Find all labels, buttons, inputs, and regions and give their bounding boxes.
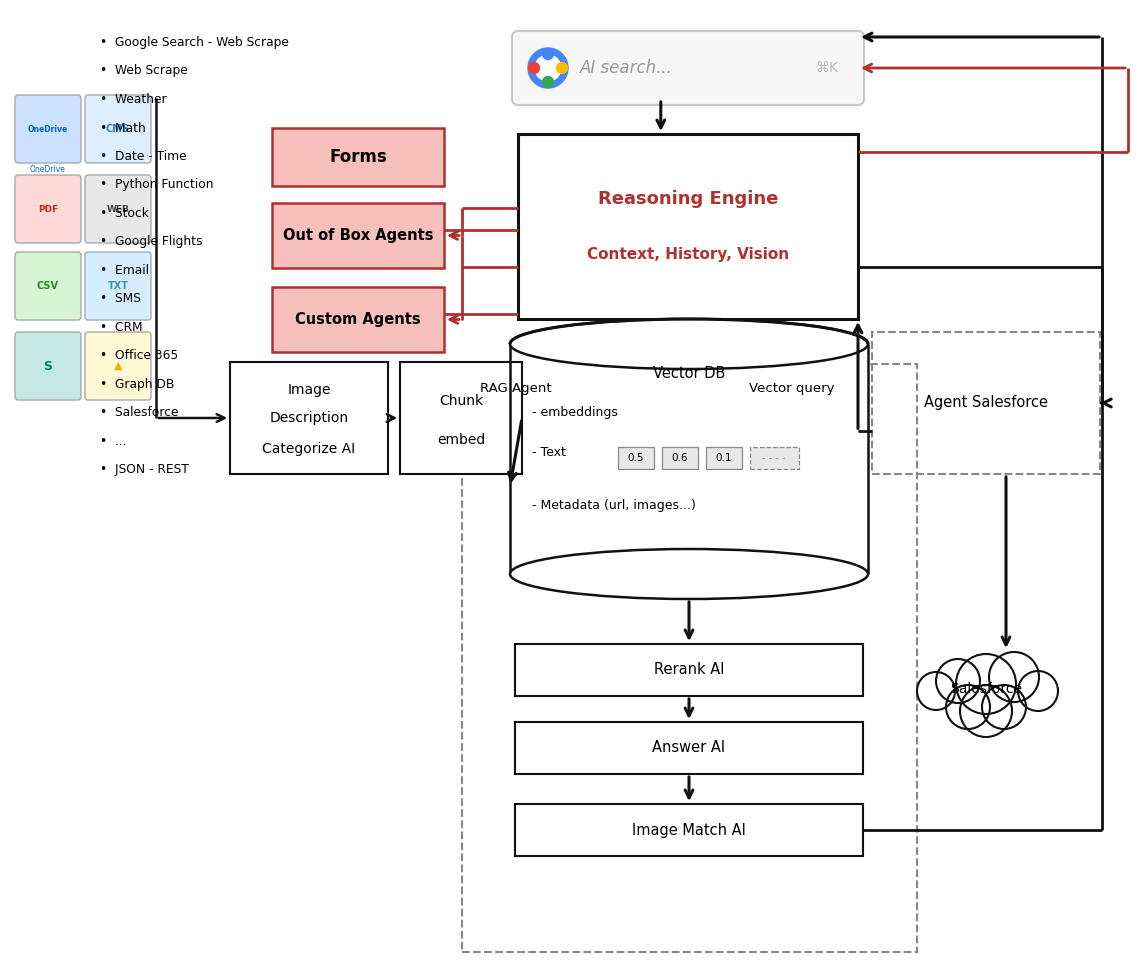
Circle shape: [528, 48, 568, 88]
Text: Context, History, Vision: Context, History, Vision: [587, 246, 789, 262]
Bar: [400, 362, 522, 474]
Text: 0.5: 0.5: [628, 453, 644, 463]
Text: •  Python Function: • Python Function: [100, 178, 214, 192]
Text: Rerank AI: Rerank AI: [653, 662, 724, 678]
Text: ▲: ▲: [114, 361, 122, 371]
Circle shape: [960, 685, 1013, 737]
Circle shape: [936, 659, 980, 703]
Text: ⌘K: ⌘K: [815, 61, 838, 75]
Circle shape: [535, 55, 561, 81]
Text: •  Date - Time: • Date - Time: [100, 150, 187, 163]
Text: Salesforce: Salesforce: [951, 682, 1022, 696]
Text: Forms: Forms: [329, 148, 387, 166]
FancyBboxPatch shape: [85, 175, 152, 243]
Bar: [272, 287, 444, 352]
Bar: [515, 644, 863, 696]
Text: - embeddings: - embeddings: [532, 406, 618, 419]
Text: - Text: - Text: [532, 446, 566, 459]
Bar: [461, 364, 917, 952]
Text: •  CRM: • CRM: [100, 321, 142, 334]
Circle shape: [557, 62, 567, 73]
Text: Image Match AI: Image Match AI: [633, 822, 746, 838]
Text: Description: Description: [270, 411, 349, 425]
FancyBboxPatch shape: [85, 332, 152, 400]
Circle shape: [982, 685, 1026, 729]
FancyBboxPatch shape: [85, 252, 152, 320]
Text: Reasoning Engine: Reasoning Engine: [598, 190, 778, 207]
Text: TXT: TXT: [108, 281, 129, 291]
FancyBboxPatch shape: [15, 332, 82, 400]
Circle shape: [528, 62, 540, 73]
Circle shape: [988, 652, 1039, 702]
Text: Chunk: Chunk: [439, 394, 483, 408]
Bar: [662, 447, 698, 469]
Bar: [706, 447, 742, 469]
Bar: [515, 722, 863, 774]
FancyBboxPatch shape: [512, 31, 864, 105]
Text: •  SMS: • SMS: [100, 292, 141, 306]
Text: S: S: [44, 359, 53, 372]
Bar: [515, 804, 863, 856]
Bar: [272, 128, 444, 186]
Circle shape: [543, 77, 553, 88]
FancyBboxPatch shape: [15, 175, 82, 243]
Ellipse shape: [510, 319, 868, 369]
Circle shape: [1018, 671, 1058, 711]
Text: CSV: CSV: [37, 281, 59, 291]
Bar: [510, 344, 868, 574]
Text: •  Email: • Email: [100, 264, 149, 277]
Text: Custom Agents: Custom Agents: [295, 312, 421, 327]
Text: embed: embed: [437, 433, 486, 447]
Text: OneDrive: OneDrive: [28, 125, 68, 133]
Text: Vector query: Vector query: [748, 382, 835, 395]
Ellipse shape: [510, 549, 868, 599]
Text: •  Stock: • Stock: [100, 207, 149, 220]
Circle shape: [946, 685, 990, 729]
Circle shape: [543, 49, 553, 59]
Text: •  ...: • ...: [100, 435, 126, 448]
Text: RAG Agent: RAG Agent: [480, 382, 552, 395]
Circle shape: [917, 672, 955, 710]
FancyBboxPatch shape: [85, 95, 152, 163]
Text: - - - -: - - - -: [762, 453, 786, 463]
Text: •  Web Scrape: • Web Scrape: [100, 64, 188, 78]
Text: •  Math: • Math: [100, 122, 146, 134]
Text: Categorize AI: Categorize AI: [263, 442, 356, 457]
Circle shape: [956, 654, 1016, 714]
Bar: [518, 134, 858, 319]
Text: Answer AI: Answer AI: [652, 740, 726, 756]
Text: •  Google Flights: • Google Flights: [100, 236, 202, 248]
Text: CMS: CMS: [106, 124, 130, 134]
Text: AI search...: AI search...: [580, 59, 673, 77]
Text: •  JSON - REST: • JSON - REST: [100, 464, 188, 476]
Text: OneDrive: OneDrive: [30, 165, 65, 174]
Text: Agent Salesforce: Agent Salesforce: [924, 395, 1048, 410]
Bar: [230, 362, 388, 474]
FancyBboxPatch shape: [15, 95, 82, 163]
Text: 0.6: 0.6: [672, 453, 689, 463]
Bar: [272, 203, 444, 268]
Text: •  Office 365: • Office 365: [100, 350, 178, 362]
Text: - Metadata (url, images...): - Metadata (url, images...): [532, 499, 696, 512]
Text: •  Salesforce: • Salesforce: [100, 406, 178, 420]
Text: PDF: PDF: [38, 205, 59, 213]
Bar: [872, 332, 1100, 474]
Text: •  Weather: • Weather: [100, 93, 166, 106]
Text: Vector DB: Vector DB: [653, 366, 726, 381]
Text: Image: Image: [287, 383, 331, 397]
Bar: [618, 447, 654, 469]
Text: 0.1: 0.1: [715, 453, 732, 463]
Text: •  Google Search - Web Scrape: • Google Search - Web Scrape: [100, 36, 289, 49]
Bar: [750, 447, 799, 469]
Text: Out of Box Agents: Out of Box Agents: [282, 228, 433, 243]
Text: WEB: WEB: [107, 205, 130, 213]
FancyBboxPatch shape: [15, 252, 82, 320]
Text: •  Graph DB: • Graph DB: [100, 378, 174, 391]
